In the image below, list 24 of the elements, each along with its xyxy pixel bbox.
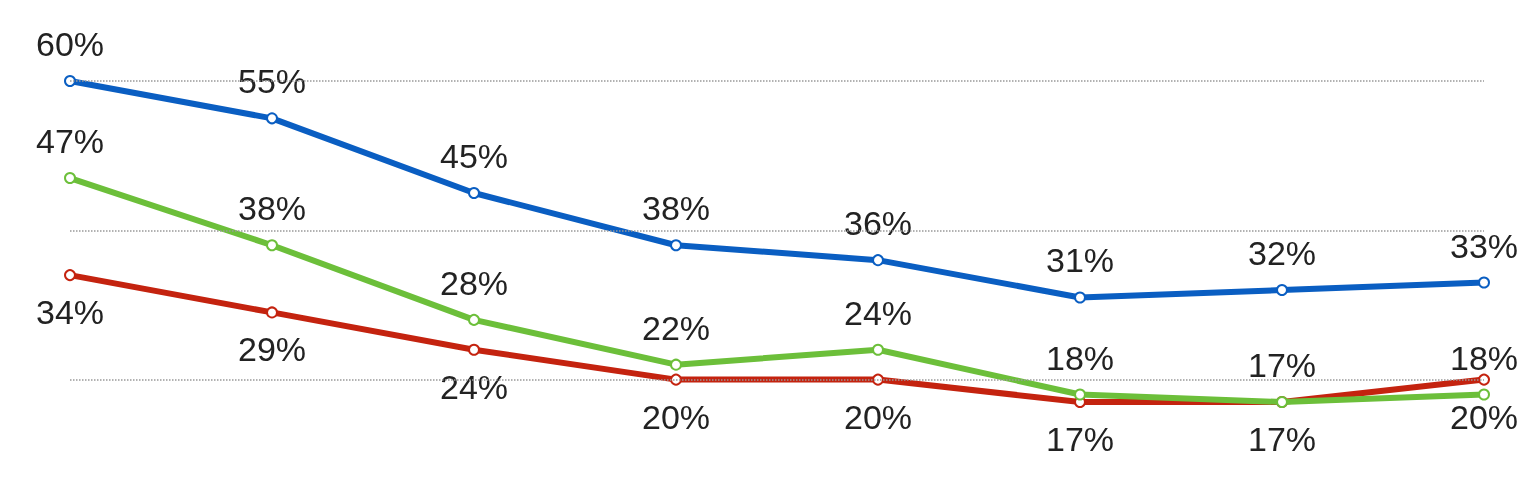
- data-label: 24%: [843, 293, 913, 332]
- data-label: 34%: [35, 293, 105, 332]
- data-label: 38%: [641, 189, 711, 228]
- data-label: 36%: [843, 204, 913, 243]
- data-label: 28%: [439, 263, 509, 302]
- data-label: 18%: [1045, 338, 1115, 377]
- data-label: 17%: [1247, 346, 1317, 384]
- data-label: 29%: [237, 330, 307, 369]
- data-label: 20%: [1449, 397, 1519, 436]
- data-label: 38%: [237, 189, 307, 228]
- data-label: 24%: [439, 367, 509, 406]
- data-label: 22%: [641, 308, 711, 347]
- data-label: 47%: [35, 122, 105, 161]
- data-label: 33%: [1449, 226, 1519, 265]
- data-label: 20%: [641, 397, 711, 436]
- data-label: 31%: [1045, 241, 1115, 280]
- data-label: 18%: [1449, 338, 1519, 377]
- data-label: 17%: [1045, 420, 1115, 458]
- data-label: 20%: [843, 397, 913, 436]
- data-label: 32%: [1247, 234, 1317, 273]
- data-label: 45%: [439, 136, 509, 175]
- data-label: 60%: [35, 25, 105, 63]
- data-label: 55%: [237, 62, 307, 101]
- data-label: 17%: [1247, 420, 1317, 458]
